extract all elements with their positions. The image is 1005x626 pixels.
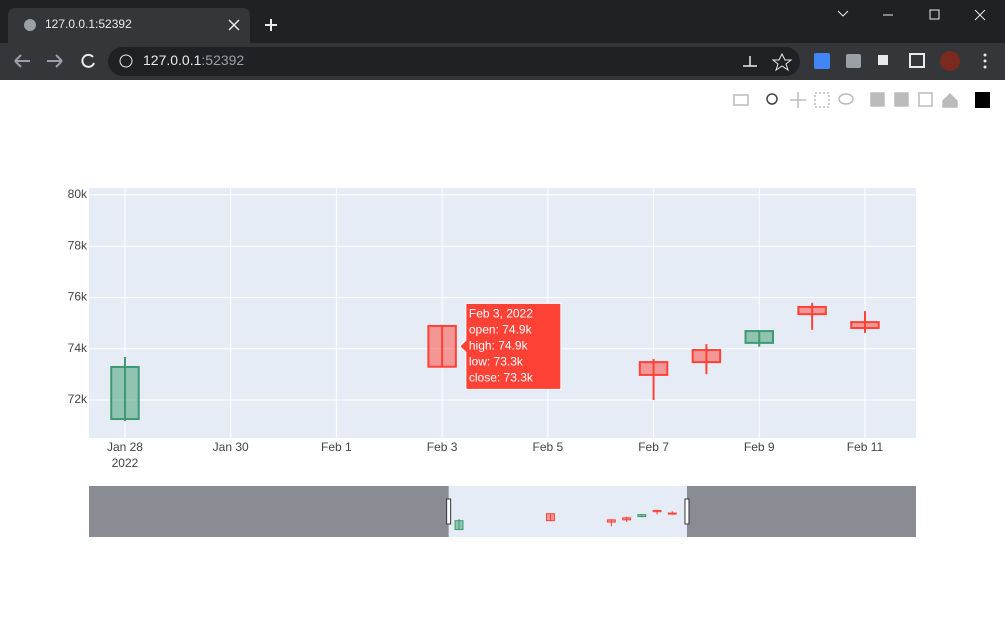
- menu[interactable]: [983, 53, 987, 57]
- autoscale[interactable]: [918, 92, 933, 107]
- candle-body: [638, 361, 669, 376]
- y-tick-label: 74k: [68, 341, 88, 355]
- zoom-in[interactable]: [870, 92, 885, 107]
- y-tick-label: 80k: [68, 187, 88, 201]
- y-tick-label: 72k: [68, 392, 88, 406]
- new-tab[interactable]: [265, 19, 277, 31]
- rangeslider-mask: [686, 486, 916, 537]
- url: 127.0.0.1:52392: [143, 52, 244, 68]
- site-info[interactable]: [119, 54, 133, 68]
- candle-body: [652, 509, 662, 513]
- favicon: [24, 19, 36, 31]
- menu: [983, 59, 987, 63]
- hover-text: high: 74.9k: [469, 339, 529, 353]
- omnibox[interactable]: [108, 47, 800, 76]
- tab-search[interactable]: [837, 10, 849, 17]
- candle-body: [622, 517, 632, 521]
- rangeslider-mask: [89, 486, 449, 537]
- candle-body: [454, 520, 464, 531]
- candle-body: [637, 514, 647, 518]
- camera[interactable]: [733, 94, 749, 106]
- zoom[interactable]: [766, 93, 778, 105]
- x-year-label: 2022: [112, 456, 139, 470]
- reset[interactable]: [942, 92, 958, 108]
- side-panel[interactable]: [909, 53, 925, 68]
- x-tick-label: Feb 1: [321, 440, 352, 454]
- close[interactable]: [974, 9, 986, 21]
- y-tick-label: 78k: [68, 238, 88, 252]
- rangeslider-handle[interactable]: [684, 498, 690, 525]
- forward[interactable]: [47, 54, 63, 68]
- reload[interactable]: [81, 53, 95, 68]
- url-port: :52392: [201, 52, 244, 68]
- candle-body: [667, 512, 677, 515]
- candle-body: [850, 321, 880, 330]
- back[interactable]: [14, 54, 30, 68]
- profile[interactable]: [940, 51, 960, 71]
- url-host: 127.0.0.1: [143, 52, 202, 68]
- lasso[interactable]: [838, 93, 854, 105]
- extension[interactable]: [846, 54, 861, 68]
- hover-text: low: 73.3k: [469, 355, 524, 369]
- hover-text: close: 73.3k: [469, 371, 534, 385]
- candle-body: [797, 305, 827, 316]
- x-tick-label: Feb 7: [638, 440, 669, 454]
- tab-close[interactable]: [228, 19, 240, 31]
- plotly-logo[interactable]: [975, 92, 990, 108]
- extension[interactable]: [814, 53, 830, 69]
- rangeslider-background: [89, 486, 916, 537]
- x-tick-label: Feb 9: [744, 440, 775, 454]
- x-tick-label: Feb 5: [532, 440, 563, 454]
- candle-body: [606, 519, 616, 523]
- bookmark[interactable]: [771, 52, 793, 72]
- pan[interactable]: [790, 92, 806, 108]
- maximize[interactable]: [929, 9, 940, 20]
- extensions[interactable]: [878, 55, 888, 65]
- x-tick-label: Jan 28: [107, 440, 143, 454]
- x-tick-label: Jan 30: [213, 440, 249, 454]
- plot: Jan 28 Jan 30 Feb 1 Feb 3 Feb 5 Feb 7 Feb 9 Feb…: [68, 187, 916, 537]
- modebar: [733, 92, 990, 108]
- candle-body: [744, 330, 775, 344]
- share[interactable]: [743, 56, 757, 67]
- x-tick-label: Feb 3: [427, 440, 458, 454]
- box-select[interactable]: [814, 92, 830, 108]
- zoom-out[interactable]: [894, 92, 909, 107]
- x-tick-label: Feb 11: [847, 440, 884, 454]
- y-tick-label: 76k: [68, 290, 88, 304]
- hover-text: Feb 3, 2022: [469, 307, 533, 321]
- tab[interactable]: [8, 8, 250, 43]
- menu: [983, 65, 987, 69]
- hover-label: [459, 302, 562, 390]
- candle-body: [545, 513, 555, 522]
- tab-title: 127.0.0.1:52392: [45, 17, 132, 31]
- candle-body: [691, 349, 722, 364]
- candle-body: [110, 365, 140, 421]
- candle-body: [427, 324, 457, 368]
- rangeslider-handle[interactable]: [446, 498, 452, 525]
- hover-text: open: 74.9k: [469, 323, 533, 337]
